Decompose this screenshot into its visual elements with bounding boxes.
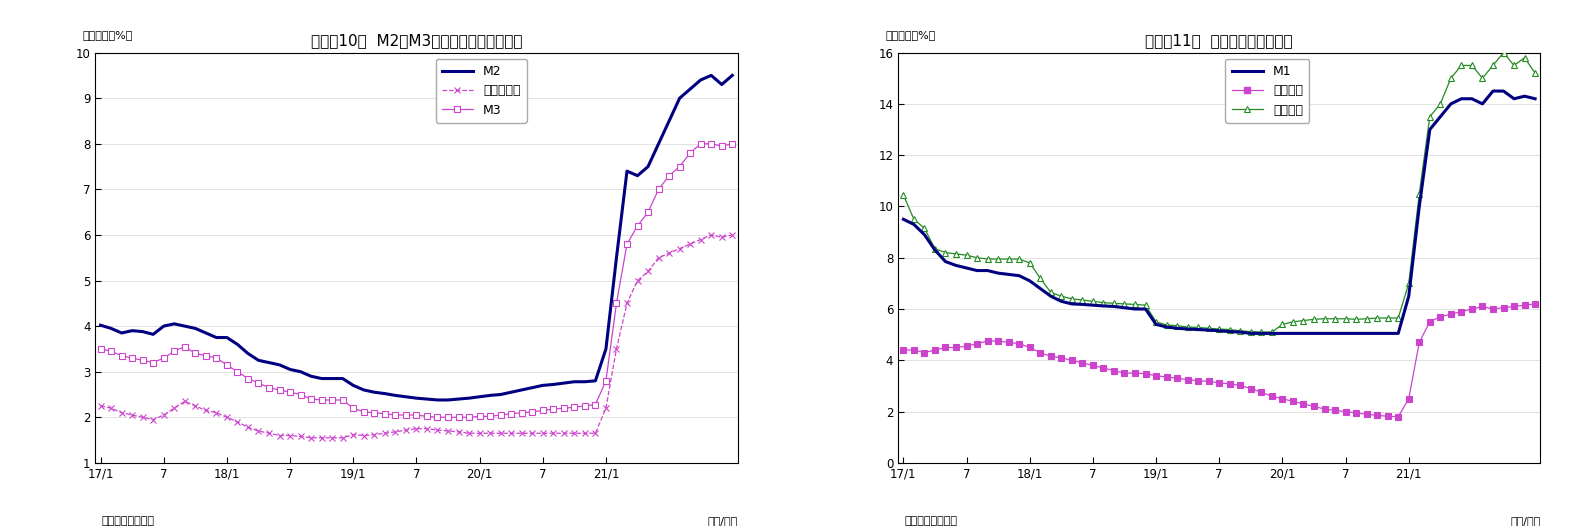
Title: （図表10）  M2、M3、広義流動性の伸び率: （図表10） M2、M3、広義流動性の伸び率 <box>311 34 522 49</box>
Title: （図表11）  現金・預金の伸び率: （図表11） 現金・預金の伸び率 <box>1145 34 1293 49</box>
Text: （年/月）: （年/月） <box>707 516 737 526</box>
Text: （年/月）: （年/月） <box>1510 516 1540 526</box>
Text: （前年比、%）: （前年比、%） <box>885 31 935 41</box>
Text: （前年比、%）: （前年比、%） <box>83 31 133 41</box>
Text: （資料）日本銀行: （資料）日本銀行 <box>102 516 154 526</box>
Legend: M2, 広義流動性, M3: M2, 広義流動性, M3 <box>435 59 527 123</box>
Legend: M1, 現金通貨, 預金通貨: M1, 現金通貨, 預金通貨 <box>1226 59 1309 123</box>
Text: （資料）日本銀行: （資料）日本銀行 <box>905 516 958 526</box>
